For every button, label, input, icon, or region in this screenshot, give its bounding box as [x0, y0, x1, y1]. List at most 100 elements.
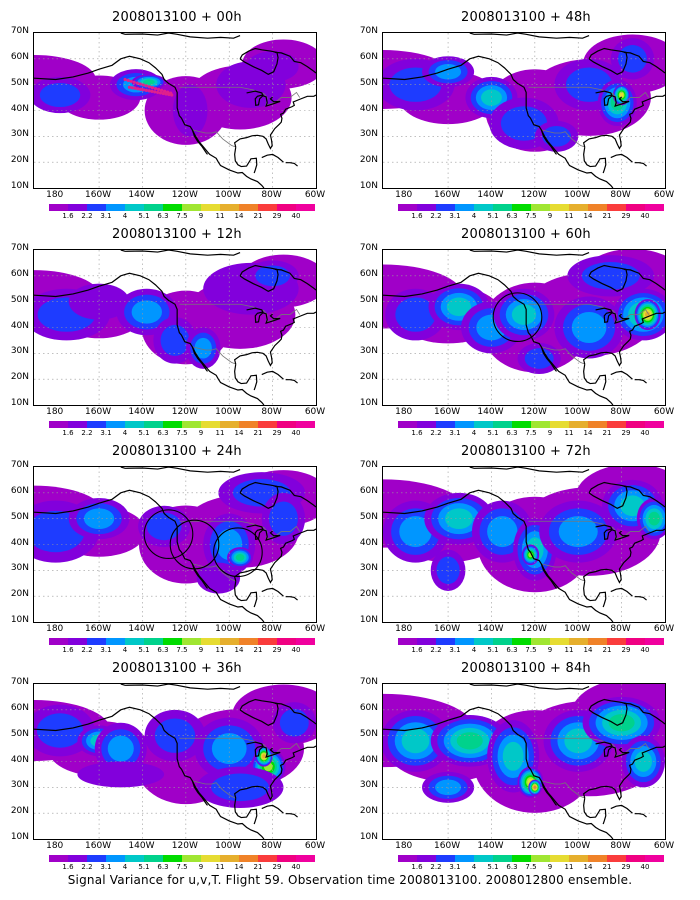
coastline [233, 311, 316, 367]
coastline [634, 379, 647, 384]
colorbar-label: 5.1 [487, 212, 499, 220]
coastline [583, 798, 607, 825]
colorbar [49, 855, 315, 862]
colorbar-swatch [87, 855, 106, 862]
colorbar-swatch [144, 421, 163, 428]
colorbar-swatch [277, 421, 296, 428]
colorbar-label: 40 [640, 863, 650, 871]
colorbar-label: 14 [234, 212, 244, 220]
coastline [582, 528, 665, 584]
longitude-label: 80W [610, 190, 631, 200]
colorbar-label: 1.6 [411, 212, 423, 220]
target-circle [492, 292, 543, 343]
political-border [192, 563, 236, 582]
observation-point [170, 93, 174, 97]
coastline [285, 596, 298, 601]
variance-map [382, 32, 666, 189]
longitude-label: 80W [610, 841, 631, 851]
coastline [583, 581, 607, 608]
colorbar-swatch [125, 421, 144, 428]
latitude-label: 40N [10, 103, 29, 114]
coastline [588, 698, 628, 727]
colorbar-label: 5.1 [138, 863, 150, 871]
colorbar-swatch [68, 421, 87, 428]
colorbar-swatch [258, 855, 277, 862]
latitude-label: 50N [359, 511, 378, 522]
panel-title: 2008013100 + 48h [461, 10, 591, 25]
colorbar-label: 6.3 [506, 646, 518, 654]
latitude-label: 70N [359, 460, 378, 470]
colorbar [49, 204, 315, 211]
colorbar-label: 3.1 [449, 646, 461, 654]
colorbar-swatch [220, 638, 239, 645]
colorbar-swatch [455, 421, 474, 428]
longitude-label: 140W [477, 841, 504, 851]
colorbar-swatch [239, 638, 258, 645]
colorbar-swatch [277, 638, 296, 645]
coastline [246, 307, 281, 325]
coastline [610, 587, 633, 597]
colorbar-swatch [68, 855, 87, 862]
longitude-label: 80W [610, 624, 631, 634]
colorbar-label: 29 [621, 646, 631, 654]
colorbar-swatch [493, 421, 512, 428]
latitude-label: 40N [359, 103, 378, 114]
coastline [34, 489, 265, 622]
figure-caption: Signal Variance for u,v,T. Flight 59. Ob… [67, 873, 633, 887]
colorbar-swatch [550, 421, 569, 428]
colorbar-label: 29 [272, 212, 282, 220]
colorbar-label: 9 [198, 646, 204, 654]
observation-point [147, 85, 152, 89]
colorbar-label: 4 [471, 212, 477, 220]
longitude-label: 160W [85, 407, 112, 417]
longitude-label: 100W [215, 841, 242, 851]
variance-map [382, 466, 666, 623]
coastline [540, 129, 557, 155]
observation-point [135, 81, 139, 85]
observation-point [129, 79, 133, 83]
coastline [588, 481, 628, 510]
latitude-label: 30N [359, 563, 378, 574]
longitude-label: 60W [304, 841, 326, 851]
colorbar-swatch [588, 204, 607, 211]
colorbar-label: 29 [621, 429, 631, 437]
colorbar-swatch [87, 421, 106, 428]
observation-point [166, 90, 170, 94]
colorbar-label: 2.2 [81, 863, 93, 871]
longitude-label: 100W [564, 407, 591, 417]
longitude-label: 60W [304, 190, 326, 200]
colorbar-label: 1.6 [411, 646, 423, 654]
colorbar-swatch [493, 638, 512, 645]
colorbar-swatch [626, 638, 645, 645]
longitude-label: 160W [434, 624, 461, 634]
colorbar-label: 5.1 [487, 646, 499, 654]
colorbar-swatch [277, 204, 296, 211]
target-circle [169, 519, 220, 570]
colorbar-label: 7.5 [525, 429, 537, 437]
colorbar-swatch [87, 204, 106, 211]
variance-contour [395, 297, 436, 332]
colorbar-swatch [626, 855, 645, 862]
colorbar-label: 21 [253, 212, 263, 220]
latitude-label: 70N [359, 677, 378, 687]
coastline [239, 264, 279, 293]
variance-contour [619, 92, 624, 98]
longitude-label: 160W [85, 841, 112, 851]
variance-contour [558, 516, 598, 548]
colorbar-label: 9 [547, 646, 553, 654]
colorbar-label: 4 [471, 646, 477, 654]
latitude-label: 10N [359, 615, 378, 625]
observation-point [138, 82, 142, 86]
colorbar-label: 40 [291, 212, 301, 220]
colorbar-swatch [163, 421, 182, 428]
variance-contour [36, 713, 84, 748]
target-circle [143, 509, 194, 560]
colorbar-label: 14 [234, 863, 244, 871]
political-border [541, 563, 585, 582]
latitude-label: 40N [359, 537, 378, 548]
colorbar-swatch [201, 204, 220, 211]
colorbar-label: 2.2 [81, 646, 93, 654]
latitude-label: 30N [10, 563, 29, 574]
longitude-label: 180 [395, 190, 413, 200]
colorbar-swatch [512, 204, 531, 211]
